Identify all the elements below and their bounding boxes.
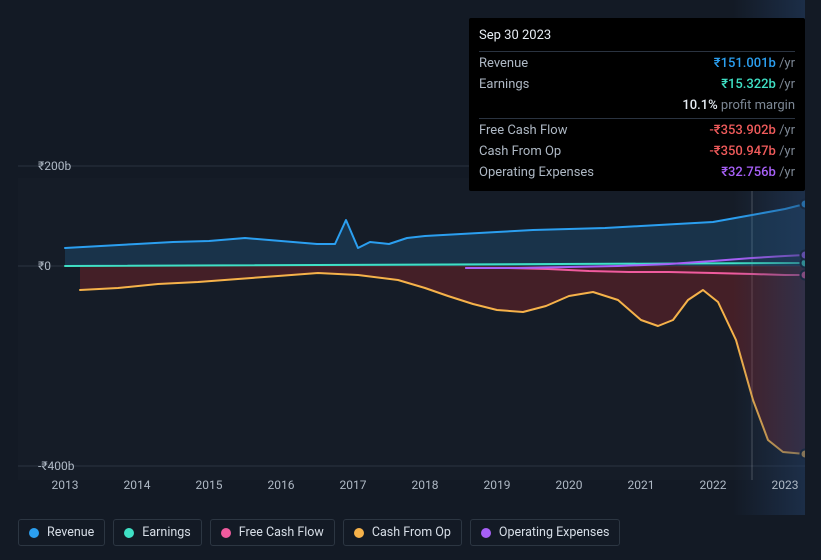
legend-item-revenue[interactable]: Revenue (18, 519, 105, 546)
y-axis-label: ₹0 (38, 259, 51, 273)
x-axis-label: 2018 (412, 478, 439, 492)
tooltip-row-label: Revenue (479, 56, 528, 71)
legend-swatch (354, 528, 364, 538)
x-axis-label: 2021 (628, 478, 655, 492)
x-axis-label: 2020 (556, 478, 583, 492)
tooltip-row-value: ₹32.756b /yr (721, 165, 795, 180)
tooltip-row-value: ₹151.001b /yr (714, 56, 795, 71)
tooltip-row: Operating Expenses ₹32.756b /yr (479, 162, 795, 183)
tooltip-row: Earnings ₹15.322b /yr (479, 74, 795, 95)
tooltip-row-value: ₹15.322b /yr (721, 77, 795, 92)
tooltip-row-label: Operating Expenses (479, 165, 594, 180)
legend-label: Earnings (142, 525, 190, 540)
tooltip-date: Sep 30 2023 (479, 24, 795, 49)
legend-item-opex[interactable]: Operating Expenses (470, 519, 621, 546)
legend-label: Operating Expenses (499, 525, 610, 540)
legend-swatch (29, 528, 39, 538)
tooltip-row-label: Earnings (479, 77, 529, 92)
legend-swatch (481, 528, 491, 538)
x-axis-label: 2016 (268, 478, 295, 492)
legend-swatch (124, 528, 134, 538)
legend-item-cfo[interactable]: Cash From Op (343, 519, 462, 546)
tooltip-row-value: -₹350.947b /yr (709, 144, 795, 159)
tooltip-row-value: 10.1% profit margin (682, 98, 795, 113)
x-axis-label: 2017 (340, 478, 367, 492)
x-axis-label: 2014 (124, 478, 151, 492)
x-axis-label: 2013 (52, 478, 79, 492)
tooltip-rows: Revenue ₹151.001b /yr Earnings ₹15.322b /yr… (479, 51, 795, 183)
x-axis-label: 2019 (484, 478, 511, 492)
tooltip: Sep 30 2023 Revenue ₹151.001b /yr Earnings… (469, 18, 805, 191)
tooltip-row-label: Free Cash Flow (479, 123, 567, 138)
legend-label: Free Cash Flow (239, 525, 324, 540)
legend-label: Revenue (47, 525, 94, 540)
tooltip-row-value: -₹353.902b /yr (709, 123, 795, 138)
tooltip-row: Revenue ₹151.001b /yr (479, 51, 795, 74)
tooltip-row: Free Cash Flow -₹353.902b /yr (479, 118, 795, 141)
tooltip-row-label: Cash From Op (479, 144, 561, 159)
legend-item-earnings[interactable]: Earnings (113, 519, 201, 546)
legend-swatch (221, 528, 231, 538)
legend-item-fcf[interactable]: Free Cash Flow (210, 519, 335, 546)
y-axis-label: ₹200b (38, 159, 71, 173)
tooltip-row: 10.1% profit margin (479, 95, 795, 116)
legend: Revenue Earnings Free Cash Flow Cash From O… (18, 519, 620, 546)
x-axis-label: 2015 (196, 478, 223, 492)
tooltip-row: Cash From Op -₹350.947b /yr (479, 141, 795, 162)
x-axis-label: 2022 (700, 478, 727, 492)
legend-label: Cash From Op (372, 525, 451, 540)
y-axis-label: -₹400b (38, 459, 75, 473)
x-axis-label: 2023 (772, 478, 799, 492)
